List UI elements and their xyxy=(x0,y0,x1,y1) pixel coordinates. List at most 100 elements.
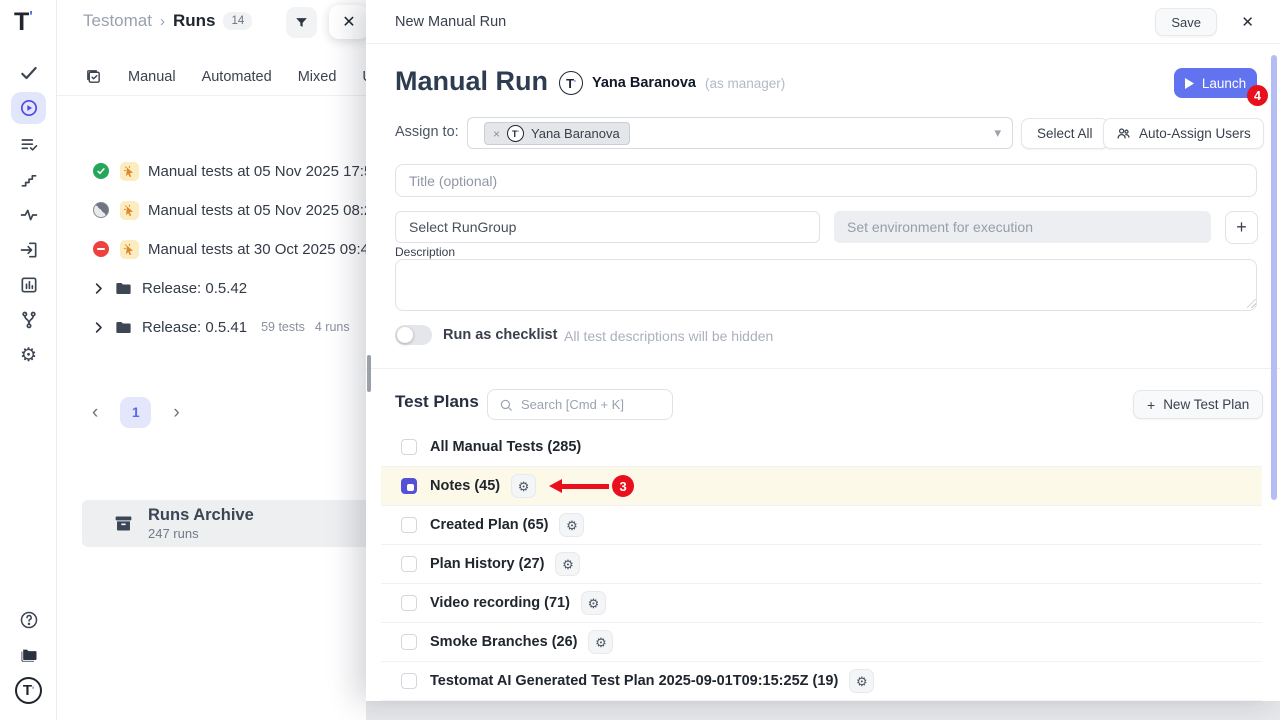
tab-unpublished[interactable]: Unpublished xyxy=(362,69,366,85)
page-number-button[interactable]: 1 xyxy=(120,396,152,428)
clear-filter-button[interactable]: ✕ xyxy=(329,5,366,39)
step-badge-4: 4 xyxy=(1247,85,1268,106)
plan-settings-button[interactable]: ⚙ xyxy=(555,552,581,576)
folder-row[interactable]: Release: 0.5.41 59 tests 4 runs xyxy=(57,315,350,339)
test-plan-row[interactable]: Video recording (71) ⚙ xyxy=(381,584,1262,623)
close-icon: ✕ xyxy=(342,14,356,31)
arrow-head xyxy=(549,479,563,493)
filter-button[interactable] xyxy=(286,7,317,38)
plan-checkbox[interactable] xyxy=(401,595,417,611)
plan-settings-button[interactable]: ⚙ xyxy=(849,669,875,693)
test-plan-row[interactable]: Plan History (27) ⚙ xyxy=(381,545,1262,584)
funnel-icon xyxy=(296,18,307,27)
add-environment-button[interactable]: + xyxy=(1225,211,1258,244)
help-icon[interactable] xyxy=(11,604,46,636)
branches-icon[interactable] xyxy=(11,304,46,336)
search-icon xyxy=(500,399,512,411)
select-all-checklist-icon[interactable] xyxy=(85,68,102,85)
next-page-chevron[interactable]: › xyxy=(173,401,180,423)
step-badge-3: 3 xyxy=(612,475,635,497)
testomat-logo[interactable]: T' xyxy=(14,8,33,36)
rungroup-select[interactable] xyxy=(395,211,820,243)
plan-settings-button[interactable]: ⚙ xyxy=(559,513,585,537)
chip-remove-icon[interactable]: × xyxy=(493,126,501,141)
manual-run-icon xyxy=(120,161,139,181)
tasks-check-icon[interactable] xyxy=(11,57,46,89)
test-plan-row[interactable]: Testomat AI Generated Test Plan 2025-09-… xyxy=(381,662,1262,701)
breadcrumb-page[interactable]: Runs xyxy=(172,11,216,30)
test-plans-search[interactable] xyxy=(487,389,673,420)
import-icon[interactable] xyxy=(11,234,46,266)
run-row[interactable]: Manual tests at 05 Nov 2025 17:55 xyxy=(57,159,366,183)
launch-label: Launch xyxy=(1201,75,1247,91)
gear-icon: ⚙ xyxy=(855,673,868,689)
folder-label: Release: 0.5.41 xyxy=(142,318,248,336)
assignee-chip[interactable]: × T ' Yana Baranova xyxy=(484,122,630,145)
breadcrumb-separator: › xyxy=(159,12,165,30)
title-input[interactable] xyxy=(395,164,1257,197)
plan-settings-button[interactable]: ⚙ xyxy=(580,591,606,615)
new-test-plan-button[interactable]: + New Test Plan xyxy=(1133,390,1264,419)
test-plan-row-selected[interactable]: Notes (45) ⚙ 3 xyxy=(381,467,1262,506)
run-type-tabs: Manual Automated Mixed Unpublished xyxy=(57,58,366,96)
modal-title: New Manual Run xyxy=(395,14,507,30)
new-test-plan-label: New Test Plan xyxy=(1163,397,1250,412)
folder-row[interactable]: Release: 0.5.42 xyxy=(57,276,247,300)
account-avatar[interactable]: T ' xyxy=(11,674,46,706)
environment-input[interactable] xyxy=(834,211,1211,243)
breadcrumb-app[interactable]: Testomat xyxy=(83,11,152,30)
folder-tests-meta: 59 tests xyxy=(261,320,305,334)
run-as-checklist-toggle[interactable] xyxy=(395,325,432,345)
launch-button[interactable]: Launch xyxy=(1174,68,1257,98)
plan-settings-button[interactable]: ⚙ xyxy=(588,630,614,654)
plan-checkbox[interactable] xyxy=(401,556,417,572)
manager-name: Yana Baranova xyxy=(592,75,696,91)
prev-page-chevron[interactable]: ‹ xyxy=(92,401,99,423)
tab-manual[interactable]: Manual xyxy=(128,68,176,85)
settings-gear-icon[interactable]: ⚙ xyxy=(19,344,38,366)
plan-checkbox[interactable] xyxy=(401,673,417,689)
modal-header: New Manual Run Save ✕ xyxy=(366,0,1280,44)
plan-checkbox[interactable] xyxy=(401,439,417,455)
plan-checkbox-checked[interactable] xyxy=(401,478,417,494)
run-row[interactable]: Manual tests at 30 Oct 2025 09:48 xyxy=(57,237,366,261)
report-chart-icon[interactable] xyxy=(11,269,46,301)
tab-mixed[interactable]: Mixed xyxy=(297,68,337,85)
activity-icon[interactable] xyxy=(11,199,46,231)
test-plan-row[interactable]: Created Plan (65) ⚙ xyxy=(381,506,1262,545)
plan-checkbox[interactable] xyxy=(401,517,417,533)
arrow-shaft xyxy=(561,483,610,489)
resize-handle[interactable] xyxy=(1247,299,1256,308)
description-label: Description xyxy=(395,245,456,259)
modal-close-icon[interactable]: ✕ xyxy=(1241,14,1254,31)
status-passed-icon xyxy=(93,163,109,179)
test-list-icon[interactable] xyxy=(11,129,46,161)
modal-scrollbar-thumb[interactable] xyxy=(1271,55,1277,500)
runs-archive-card[interactable]: Runs Archive 247 runs xyxy=(82,500,366,547)
select-all-button[interactable]: Select All xyxy=(1021,118,1109,149)
runs-play-icon[interactable] xyxy=(11,92,46,124)
plan-checkbox[interactable] xyxy=(401,634,417,650)
breadcrumb: Testomat › Runs 14 xyxy=(83,11,253,31)
dropdown-caret-icon[interactable]: ▾ xyxy=(994,125,1001,140)
archive-subtitle: 247 runs xyxy=(148,526,199,541)
save-button[interactable]: Save xyxy=(1155,8,1217,36)
steps-icon[interactable] xyxy=(11,164,46,196)
auto-assign-users-button[interactable]: Auto-Assign Users xyxy=(1103,118,1264,149)
test-plan-list: All Manual Tests (285) Notes (45) ⚙ 3 Cr… xyxy=(381,428,1262,701)
search-input[interactable] xyxy=(521,397,661,412)
test-plan-row[interactable]: All Manual Tests (285) xyxy=(381,428,1262,467)
tab-automated[interactable]: Automated xyxy=(201,68,272,85)
plan-settings-button[interactable]: ⚙ xyxy=(511,474,537,498)
test-plan-row[interactable]: Smoke Branches (26) ⚙ xyxy=(381,623,1262,662)
folder-label: Release: 0.5.42 xyxy=(142,279,248,297)
run-label: Manual tests at 05 Nov 2025 17:55 xyxy=(148,162,366,180)
run-row[interactable]: Manual tests at 05 Nov 2025 08:23 xyxy=(57,198,366,222)
panel-scrollbar-thumb[interactable] xyxy=(367,355,371,392)
description-textarea[interactable] xyxy=(395,259,1257,311)
assignee-multiselect[interactable]: × T ' Yana Baranova ▾ xyxy=(467,117,1013,149)
chevron-right-icon[interactable] xyxy=(91,281,106,296)
chevron-right-icon[interactable] xyxy=(91,320,106,335)
gear-icon: ⚙ xyxy=(562,556,574,572)
projects-folder-icon[interactable] xyxy=(11,639,46,671)
